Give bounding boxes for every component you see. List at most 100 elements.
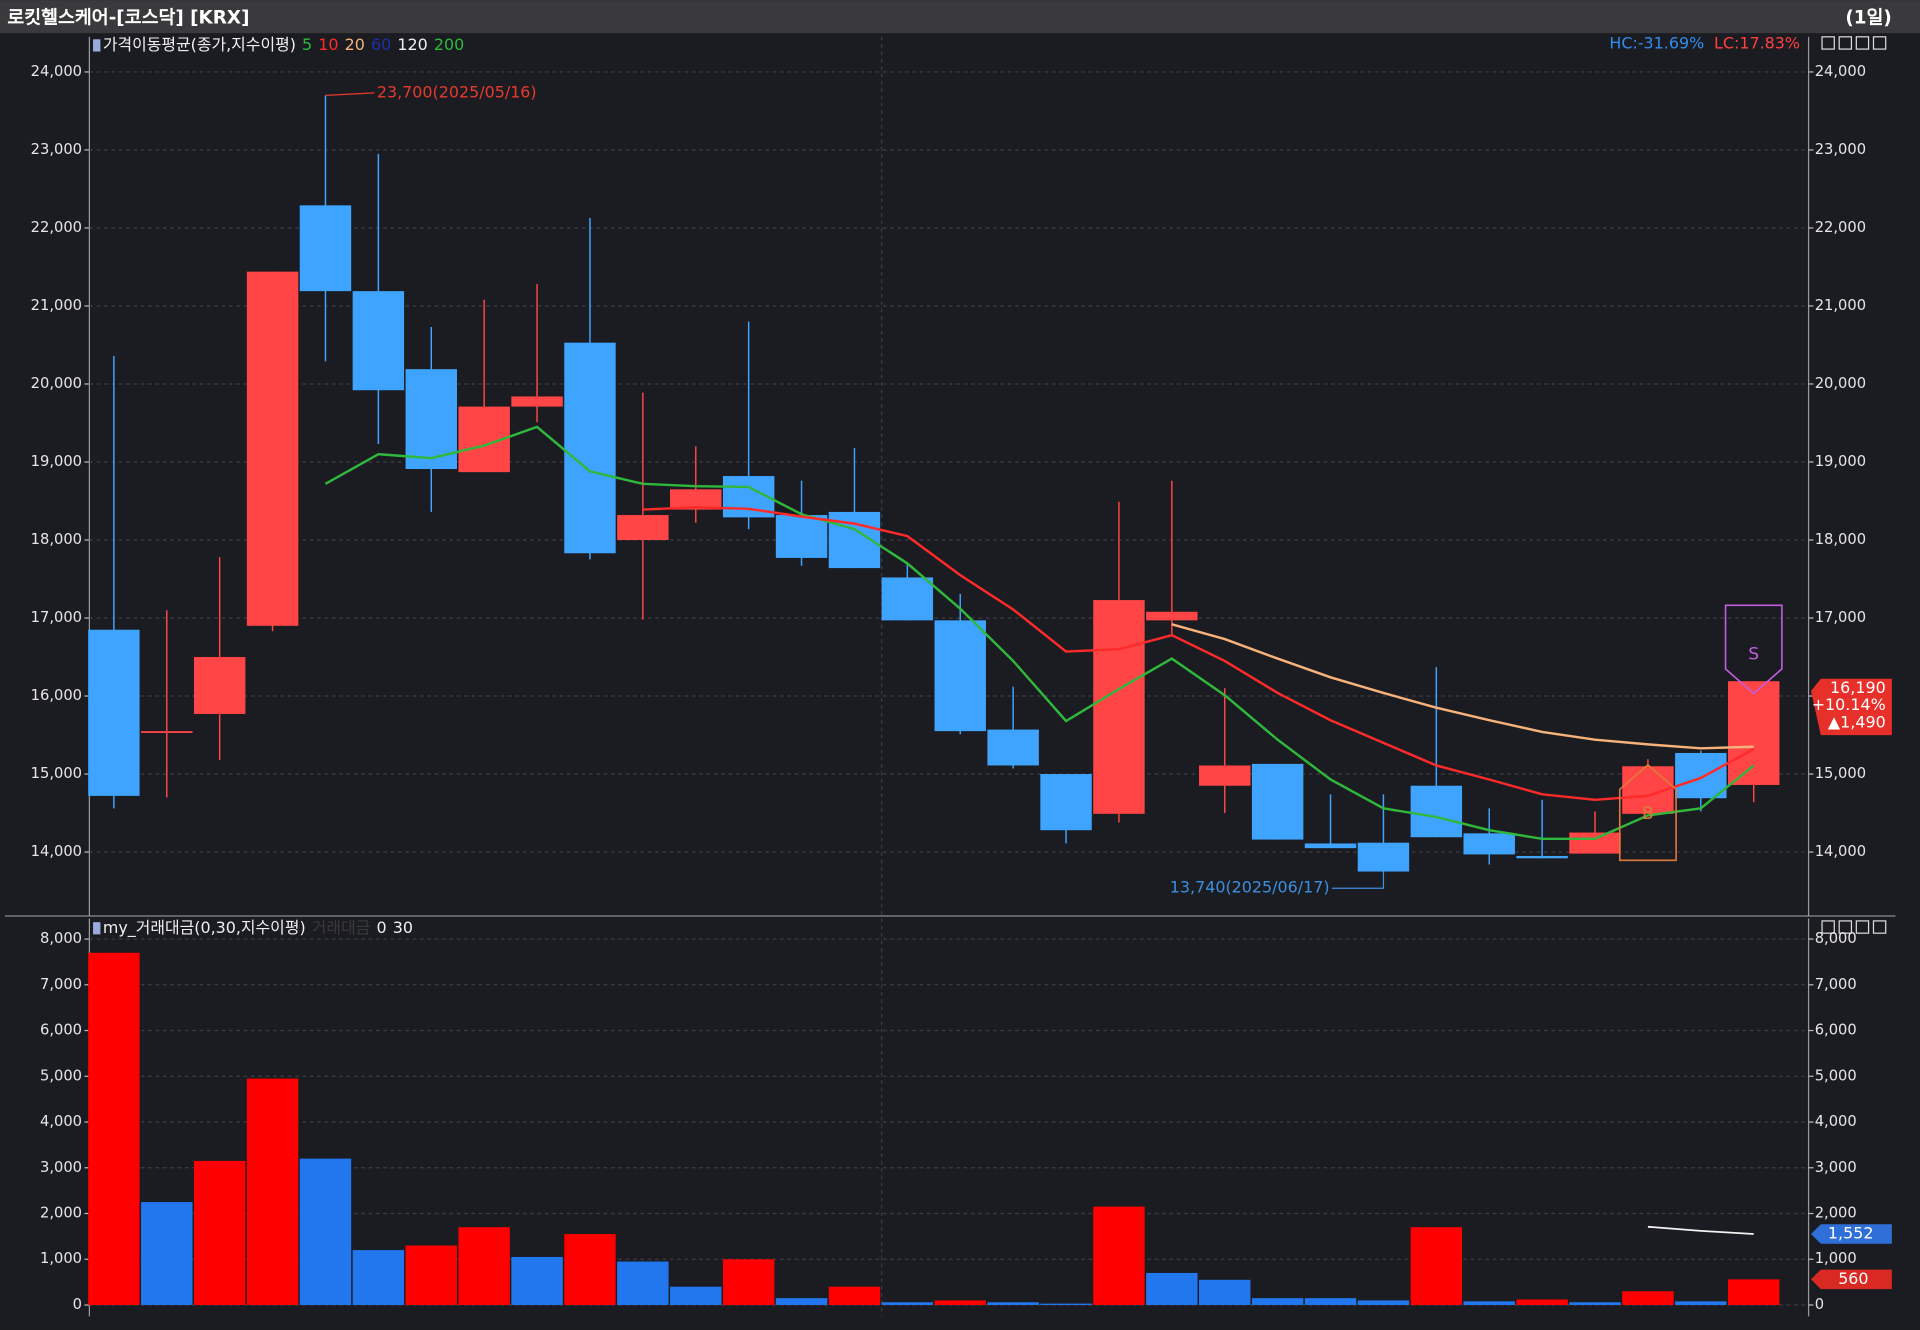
y-tick-label: 8,000 (1815, 930, 1857, 947)
hc-label: HC:-31.69% (1609, 34, 1704, 53)
candle-body (299, 205, 352, 292)
bar (617, 1261, 669, 1305)
y-tick-label: 8,000 (40, 930, 82, 947)
annotation-arrow (325, 92, 375, 96)
candle-body (775, 515, 828, 558)
annotation-arrow (1332, 872, 1385, 889)
legend-item: 20 (345, 35, 365, 54)
candle-body (987, 729, 1039, 766)
legend-item: 0 (376, 918, 386, 937)
candle-body (881, 577, 934, 621)
bar (670, 1286, 722, 1305)
bar (1199, 1279, 1251, 1305)
ma-line (324, 425, 1755, 841)
window-controls[interactable] (1821, 36, 1887, 934)
candle-body (352, 291, 405, 391)
bar (1463, 1301, 1515, 1305)
annotation: 13,740(2025/06/17) (1170, 878, 1330, 897)
candle-body (1569, 832, 1621, 854)
candle-body (617, 515, 669, 541)
candle-body (1251, 763, 1304, 840)
candle-body (564, 342, 616, 554)
y-tick-label: 18,000 (31, 531, 82, 548)
candle-body (511, 396, 563, 407)
ctl[interactable] (1872, 920, 1887, 934)
y-tick-label: 5,000 (1815, 1067, 1857, 1084)
bar (141, 1202, 193, 1305)
y-tick-label: 21,000 (31, 297, 82, 314)
signal-label: S (1748, 644, 1759, 664)
y-tick-label: 5,000 (40, 1067, 82, 1084)
y-tick-label: 16,000 (31, 687, 82, 704)
value-tag (1811, 1269, 1892, 1290)
bar (1516, 1299, 1568, 1305)
ctl[interactable] (1838, 36, 1853, 50)
candle-body (88, 629, 140, 796)
y-tick-label: 14,000 (31, 843, 82, 860)
ctl[interactable] (1855, 920, 1870, 934)
bar (1146, 1272, 1198, 1305)
price-tag-label: ▲1,490 (1828, 712, 1886, 731)
y-tick-label: 18,000 (1815, 531, 1866, 548)
bar (775, 1298, 828, 1305)
bar (934, 1300, 986, 1305)
legend-icon (93, 922, 101, 935)
candle-body (670, 489, 722, 510)
candle-body (1410, 785, 1463, 838)
y-tick-label: 1,000 (1815, 1250, 1857, 1267)
bar (1357, 1300, 1410, 1305)
legend-item: 200 (434, 35, 464, 54)
price-tag-label: 16,190 (1830, 678, 1886, 697)
candle-body (1357, 842, 1410, 872)
y-tick-label: 1,000 (40, 1250, 82, 1267)
legend-item: 거래대금 (312, 918, 371, 937)
bar (1251, 1298, 1304, 1305)
y-tick-label: 22,000 (31, 219, 82, 236)
y-tick-label: 2,000 (1815, 1205, 1857, 1222)
y-tick-label: 15,000 (31, 765, 82, 782)
ctl[interactable] (1855, 36, 1870, 50)
bar (1622, 1291, 1674, 1305)
bar (828, 1286, 881, 1305)
y-tick-label: 0 (1815, 1296, 1824, 1313)
candle-body (1146, 611, 1198, 621)
ma-line (642, 506, 1755, 802)
y-tick-label: 21,000 (1815, 297, 1866, 314)
candle-body (1675, 752, 1727, 799)
y-tick-label: 15,000 (1815, 765, 1866, 782)
candle-body (405, 369, 457, 470)
y-tick-label: 19,000 (1815, 453, 1866, 470)
signal-box (1724, 604, 1783, 695)
legend-item: 30 (393, 918, 413, 937)
y-tick-label: 23,000 (31, 141, 82, 158)
bar (405, 1245, 457, 1305)
bar (246, 1078, 299, 1305)
ctl[interactable] (1872, 36, 1887, 50)
candle-body (141, 731, 193, 733)
y-tick-label: 7,000 (40, 976, 82, 993)
y-tick-label: 20,000 (1815, 375, 1866, 392)
bar (299, 1158, 352, 1305)
ctl[interactable] (1821, 920, 1835, 934)
value-tag-label: 1,552 (1828, 1224, 1874, 1243)
candle-body (1516, 855, 1568, 859)
y-tick-label: 17,000 (1815, 609, 1866, 626)
y-tick-label: 7,000 (1815, 976, 1857, 993)
bar (564, 1234, 616, 1305)
bar (1304, 1298, 1357, 1305)
price-tag (1811, 678, 1892, 736)
ctl[interactable] (1821, 36, 1835, 50)
legend-item: 가격이동평균(종가,지수이평) (103, 35, 296, 54)
legend-item: my_거래대금(0,30,지수이평) (103, 918, 306, 938)
y-tick-label: 24,000 (31, 63, 82, 80)
candle-body (246, 271, 299, 626)
title-bar (0, 0, 1920, 34)
y-tick-label: 3,000 (40, 1159, 82, 1176)
legend-icon (93, 39, 101, 52)
annotation: 23,700(2025/05/16) (377, 82, 537, 101)
ctl[interactable] (1838, 920, 1853, 934)
y-tick-label: 22,000 (1815, 219, 1866, 236)
candle-body (1040, 774, 1092, 831)
bar (1410, 1227, 1463, 1305)
